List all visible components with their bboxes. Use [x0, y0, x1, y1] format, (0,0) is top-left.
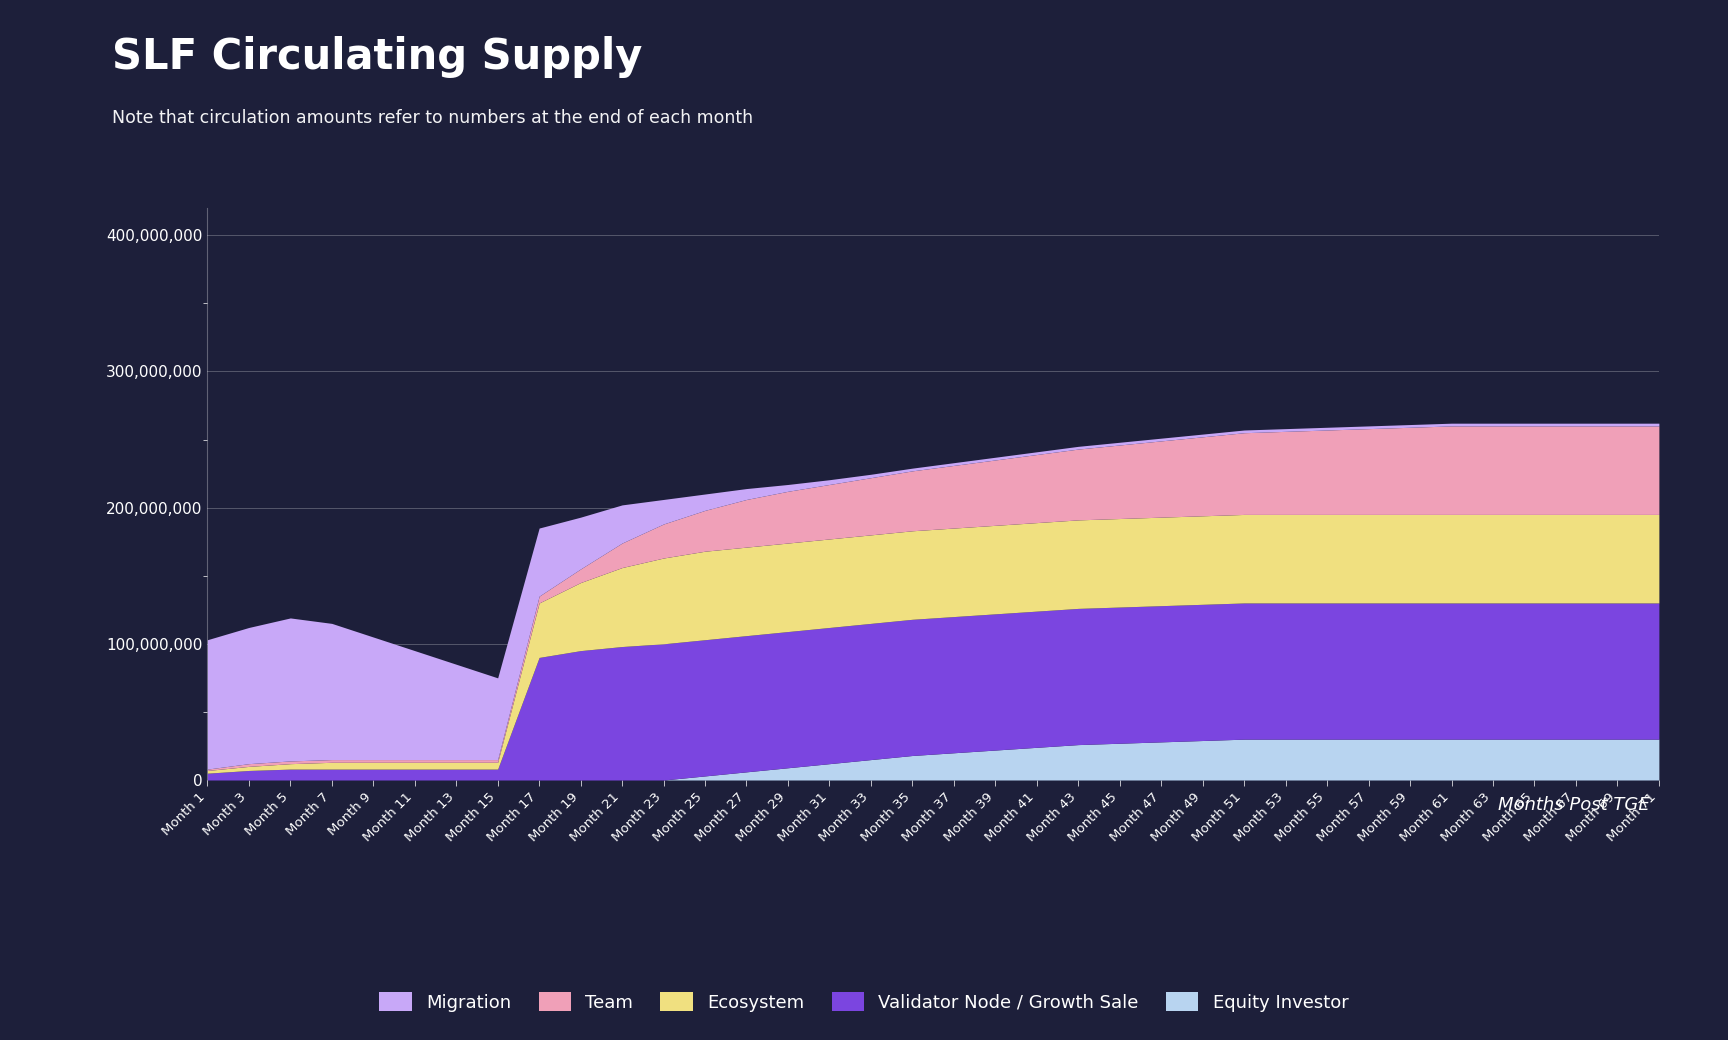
- Text: SLF Circulating Supply: SLF Circulating Supply: [112, 36, 643, 78]
- Legend: Migration, Team, Ecosystem, Validator Node / Growth Sale, Equity Investor: Migration, Team, Ecosystem, Validator No…: [370, 983, 1358, 1020]
- Text: Months Post TGE: Months Post TGE: [1498, 796, 1650, 813]
- Text: Note that circulation amounts refer to numbers at the end of each month: Note that circulation amounts refer to n…: [112, 109, 753, 127]
